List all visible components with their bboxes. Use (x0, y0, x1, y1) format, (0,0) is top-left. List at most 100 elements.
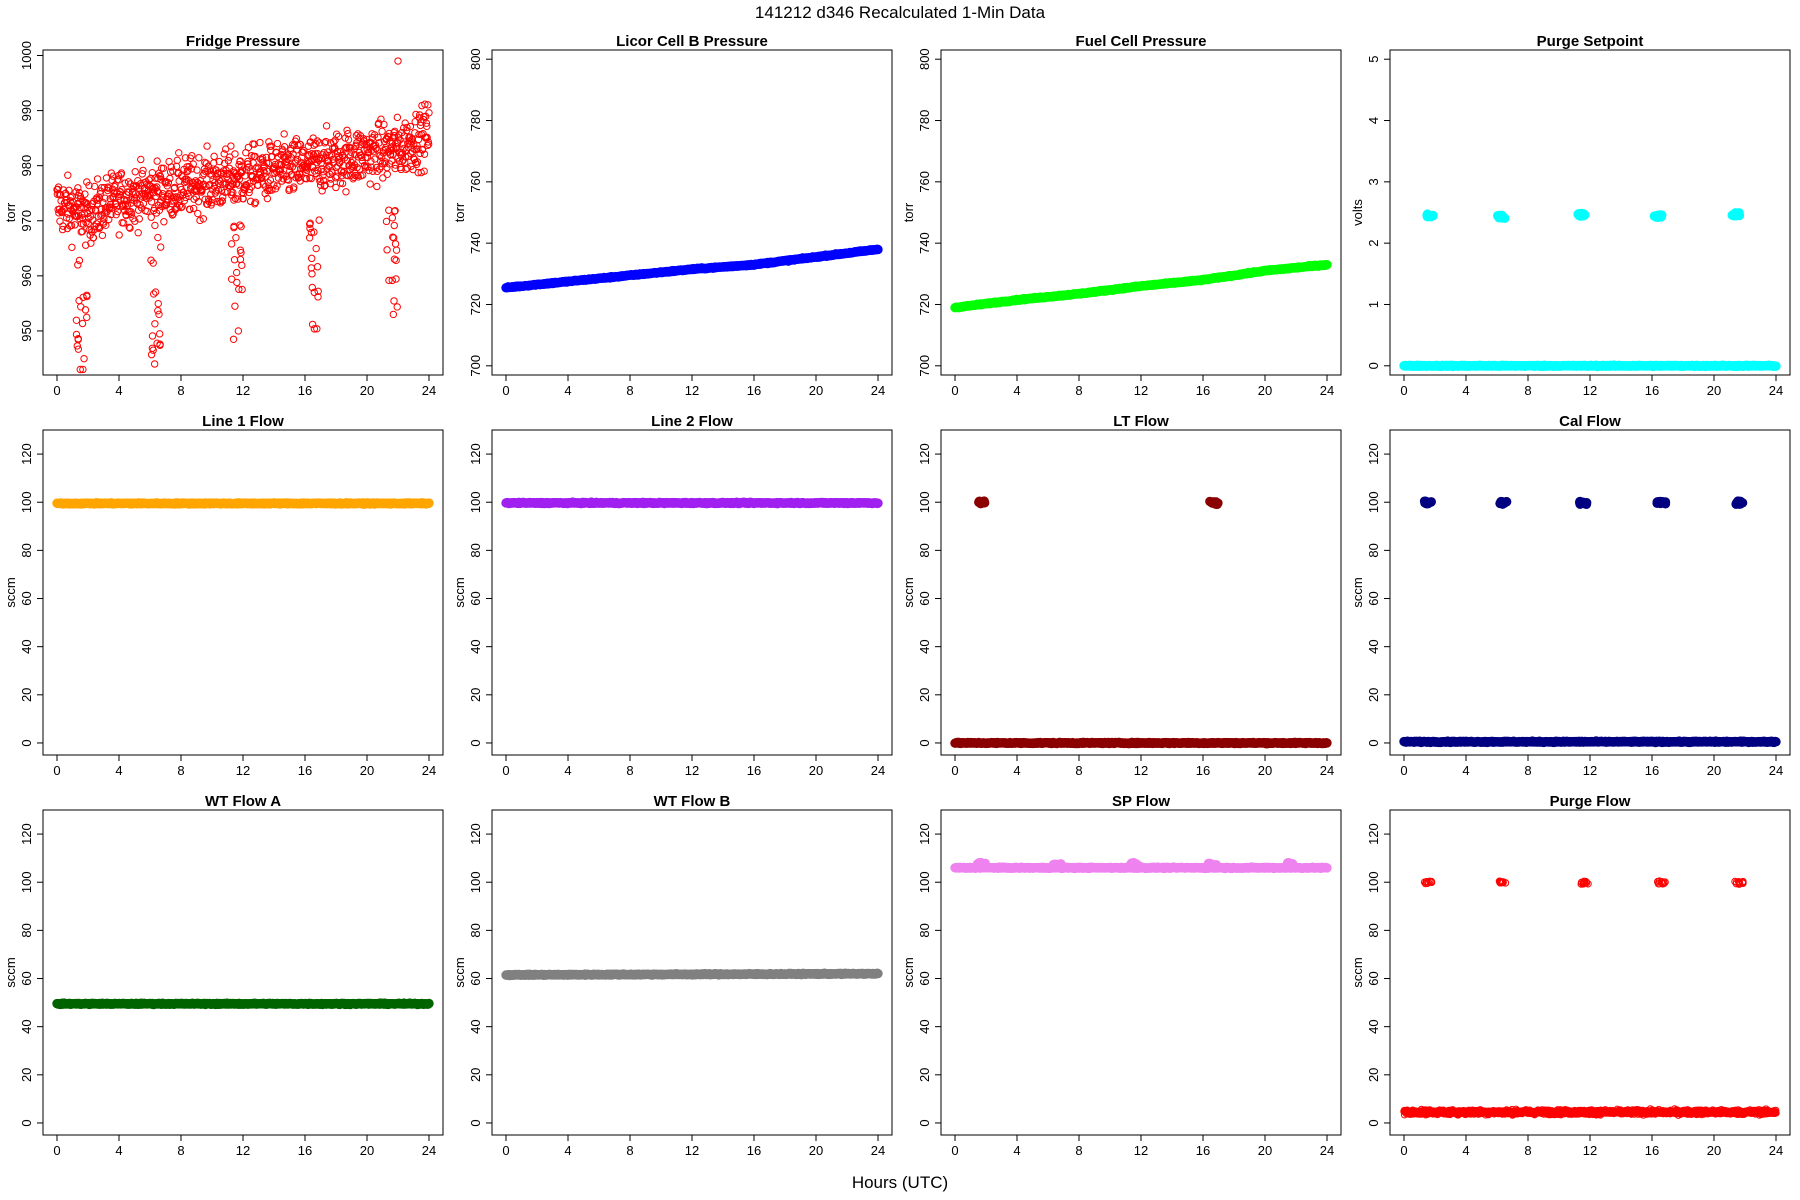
y-tick-label: 2 (1366, 240, 1381, 247)
data-point (219, 193, 227, 201)
data-point (156, 172, 164, 180)
data-point (213, 197, 221, 206)
outlier-point (150, 360, 159, 368)
data-point (270, 181, 278, 189)
data-point (1322, 260, 1332, 270)
x-tick-label: 0 (951, 763, 958, 778)
data-point (132, 182, 141, 190)
panel-title: Licor Cell B Pressure (616, 33, 768, 50)
y-tick-label: 0 (1366, 362, 1381, 369)
data-point (230, 256, 239, 264)
data-point (74, 184, 82, 192)
data-point (123, 196, 131, 205)
x-tick-label: 12 (1583, 763, 1597, 778)
y-tick-label: 720 (468, 294, 483, 316)
data-point (238, 261, 246, 270)
data-point (373, 182, 381, 191)
data-point (256, 138, 264, 147)
data-point (328, 169, 336, 177)
x-tick-label: 0 (1400, 763, 1407, 778)
y-axis-label: sccm (452, 577, 467, 607)
data-point (390, 132, 399, 140)
data-point (366, 180, 374, 188)
x-tick-label: 24 (1320, 763, 1334, 778)
x-tick-label: 8 (626, 383, 633, 398)
y-tick-label: 740 (917, 232, 932, 254)
data-point (268, 152, 276, 161)
data-point (68, 243, 76, 252)
panel-title: Fuel Cell Pressure (1076, 33, 1207, 50)
y-tick-label: 760 (468, 171, 483, 193)
data-point (138, 170, 146, 178)
data-point (229, 188, 237, 197)
data-point (379, 174, 387, 182)
data-point (297, 154, 306, 162)
data-point (332, 130, 341, 138)
y-tick-label: 800 (917, 48, 932, 70)
data-point (392, 246, 401, 254)
data-point (385, 133, 393, 141)
data-point (99, 220, 108, 228)
data-point (246, 197, 255, 206)
data-point (76, 203, 84, 212)
data-point (185, 162, 193, 171)
data-point (375, 119, 383, 127)
data-point (331, 144, 339, 152)
data-point (237, 167, 245, 175)
data-point (308, 270, 316, 278)
data-point (58, 206, 66, 215)
data-point (251, 198, 260, 207)
data-point (184, 176, 193, 185)
data-point (314, 166, 322, 175)
data-point (196, 216, 204, 225)
x-tick-label: 0 (53, 763, 60, 778)
data-point (117, 169, 126, 177)
data-point (206, 166, 215, 174)
data-point (1322, 738, 1332, 748)
outlier-point (234, 327, 243, 335)
data-point (244, 143, 253, 152)
plot-frame (42, 429, 444, 756)
x-tick-label: 12 (685, 383, 699, 398)
data-point (160, 218, 168, 226)
data-point (157, 243, 165, 251)
data-point (156, 172, 165, 181)
x-tick-label: 4 (1013, 383, 1020, 398)
data-point (155, 206, 164, 215)
y-tick-label: 800 (468, 48, 483, 70)
data-point (307, 264, 316, 272)
data-point (135, 215, 143, 223)
data-point (424, 498, 434, 508)
data-point (102, 221, 110, 229)
data-point (84, 214, 93, 223)
data-point (218, 197, 227, 205)
panel-title: Purge Setpoint (1537, 33, 1644, 50)
x-tick-label: 16 (298, 763, 312, 778)
data-point (81, 306, 90, 314)
y-axis-label: volts (1350, 199, 1365, 226)
data-point (319, 172, 327, 180)
data-point (390, 297, 398, 305)
series-points (950, 496, 1332, 749)
x-tick-label: 0 (951, 383, 958, 398)
x-tick-label: 8 (177, 383, 184, 398)
y-tick-label: 0 (1366, 739, 1381, 746)
y-tick-label: 120 (917, 443, 932, 465)
data-point (194, 209, 202, 218)
panel-title: Line 2 Flow (651, 413, 733, 430)
data-point (226, 153, 234, 161)
data-point (236, 157, 244, 165)
y-tick-label: 40 (917, 639, 932, 653)
data-point (284, 155, 292, 164)
data-point (378, 127, 386, 136)
y-tick-label: 100 (19, 491, 34, 513)
x-tick-label: 20 (1258, 763, 1272, 778)
data-point (322, 122, 331, 130)
data-point (296, 140, 305, 149)
data-point (329, 155, 337, 163)
data-point (78, 227, 87, 236)
data-point (72, 316, 81, 324)
data-point (227, 275, 236, 283)
